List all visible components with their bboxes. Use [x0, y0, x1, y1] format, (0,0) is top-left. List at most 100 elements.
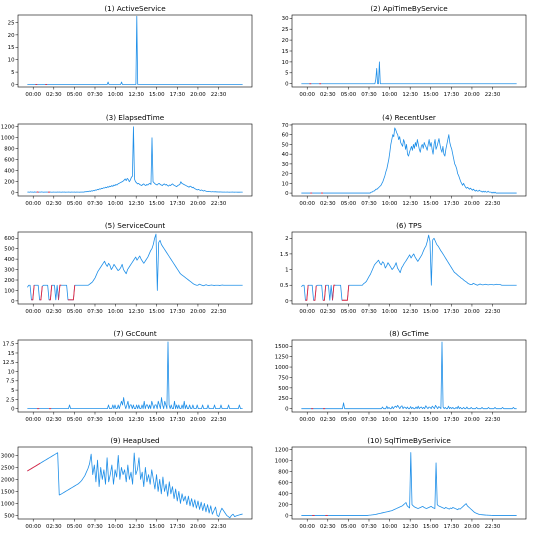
y-tick-label: 600 [278, 481, 289, 487]
x-tick-label: 07:30 [361, 201, 377, 207]
y-tick-label: 10 [282, 60, 289, 66]
x-tick-label: 22:30 [211, 92, 227, 98]
y-tick-label: 15 [282, 49, 289, 55]
x-tick-label: 12:30 [402, 201, 418, 207]
series-line [301, 341, 517, 410]
plot-frame [291, 339, 527, 413]
y-tick-label: 0 [11, 191, 15, 197]
panel-title: (5) ServiceCount [105, 221, 166, 230]
highlight-segment [305, 285, 309, 301]
panel-4: (4) RecentUser 0 10 20 30 40 50 60 70 00:00 02:30 0… [282, 113, 527, 207]
y-tick-label: 10 [8, 58, 15, 64]
x-tick-label: 02:30 [46, 201, 62, 207]
y-tick-label: 1.5 [280, 252, 289, 258]
y-tick-label: 1000 [1, 136, 15, 142]
x-tick-label: 00:00 [299, 524, 315, 530]
x-tick-label: 15:00 [149, 417, 165, 423]
x-tick-label: 12:30 [128, 92, 144, 98]
x-tick-label: 22:30 [485, 417, 501, 423]
panel-9: (9) HeapUsed 500 1000 1500 2000 2500 3000 00:00… [1, 436, 253, 530]
series-line [27, 341, 243, 410]
y-tick-label: 5 [285, 71, 288, 77]
panel-7: (7) GcCount 0 2.5 5 7.5 10 12.5 15 17.5 00:00 02:3… [2, 329, 253, 423]
y-tick-label: 10 [282, 181, 289, 187]
highlight-segment [323, 285, 327, 301]
plot-frame [17, 123, 253, 197]
y-tick-label: 800 [278, 470, 289, 476]
y-tick-label: 40 [282, 152, 289, 158]
series-line [301, 61, 517, 85]
highlight-segment [27, 462, 41, 472]
x-tick-label: 02:30 [320, 309, 336, 315]
x-tick-label: 02:30 [46, 309, 62, 315]
y-tick-label: 200 [4, 180, 15, 186]
x-tick-label: 17:30 [444, 201, 460, 207]
x-tick-label: 07:30 [361, 309, 377, 315]
x-tick-label: 12:30 [402, 524, 418, 530]
series-line [301, 127, 517, 194]
x-tick-label: 05:00 [67, 309, 83, 315]
y-tick-label: 0 [11, 407, 15, 413]
x-tick-label: 20:00 [464, 201, 480, 207]
x-tick-label: 15:00 [423, 417, 439, 423]
x-tick-label: 15:00 [149, 309, 165, 315]
panel-title: (6) TPS [396, 221, 422, 230]
series-line [27, 233, 243, 301]
y-tick-label: 12.5 [2, 360, 14, 366]
y-tick-label: 50 [282, 142, 289, 148]
plot-frame [291, 123, 527, 197]
y-tick-label: 0 [285, 407, 289, 413]
y-tick-label: 600 [4, 236, 15, 242]
y-tick-label: 1200 [1, 125, 15, 131]
x-tick-label: 07:30 [87, 417, 103, 423]
y-tick-label: 1 [285, 267, 288, 273]
series-line [27, 126, 243, 193]
x-tick-label: 12:30 [402, 92, 418, 98]
y-tick-label: 400 [4, 257, 15, 263]
x-tick-label: 22:30 [485, 524, 501, 530]
x-tick-label: 22:30 [211, 417, 227, 423]
x-tick-label: 17:30 [170, 417, 186, 423]
x-tick-label: 17:30 [170, 309, 186, 315]
x-tick-label: 17:30 [444, 417, 460, 423]
highlight-segment [332, 284, 336, 301]
x-tick-label: 00:00 [25, 524, 41, 530]
y-tick-label: 1000 [1, 501, 15, 507]
y-tick-label: 25 [282, 27, 289, 33]
highlight-segment [341, 285, 350, 301]
y-tick-label: 500 [4, 513, 15, 519]
y-tick-label: 7.5 [6, 379, 15, 385]
x-tick-label: 15:00 [149, 92, 165, 98]
y-tick-label: 2500 [1, 465, 15, 471]
y-tick-label: 800 [4, 147, 15, 153]
x-tick-label: 05:00 [341, 92, 357, 98]
x-tick-label: 20:00 [190, 309, 206, 315]
y-tick-label: 30 [282, 162, 289, 168]
x-tick-label: 17:30 [444, 524, 460, 530]
x-tick-label: 10:00 [382, 92, 398, 98]
x-tick-label: 10:00 [382, 201, 398, 207]
x-tick-label: 22:30 [485, 201, 501, 207]
x-tick-label: 12:30 [128, 524, 144, 530]
x-tick-label: 02:30 [46, 92, 62, 98]
highlight-segment [49, 285, 53, 301]
series-line [301, 234, 517, 301]
x-tick-label: 05:00 [341, 417, 357, 423]
panel-title: (10) SqlTimeBySerivice [367, 436, 451, 445]
plot-frame [291, 14, 527, 88]
y-tick-label: 0 [11, 299, 15, 305]
y-tick-label: 60 [282, 133, 289, 139]
y-tick-label: 17.5 [2, 342, 14, 348]
y-tick-label: 400 [278, 492, 289, 498]
y-tick-label: 600 [4, 158, 15, 164]
x-tick-label: 10:00 [108, 309, 124, 315]
panel-title: (4) RecentUser [382, 113, 436, 122]
x-tick-label: 15:00 [149, 524, 165, 530]
x-tick-label: 07:30 [87, 524, 103, 530]
y-tick-label: 300 [4, 267, 15, 273]
y-tick-label: 2.5 [6, 397, 15, 403]
plot-frame [17, 446, 253, 520]
x-tick-label: 15:00 [149, 201, 165, 207]
x-tick-label: 10:00 [108, 524, 124, 530]
plot-frame [17, 231, 253, 305]
